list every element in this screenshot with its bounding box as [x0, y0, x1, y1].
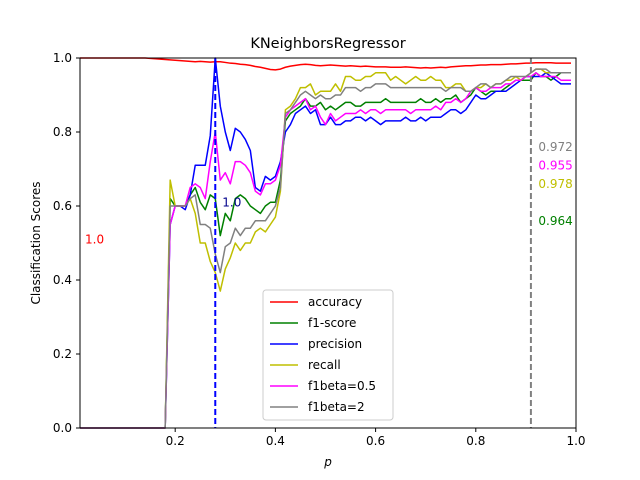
plot-area: 1.0 1.0 0.972 0.955 0.978 0.964 — [79, 57, 577, 429]
legend-label-accuracy: accuracy — [308, 295, 362, 309]
y-axis-ticks: 0.0 0.2 0.4 0.6 0.8 1.0 — [53, 51, 80, 435]
x-axis-ticks: 0.2 0.4 0.6 0.8 1.0 — [166, 428, 586, 448]
annotation-label: 0.972 — [538, 140, 572, 154]
legend-label-f1-score: f1-score — [308, 316, 356, 330]
x-tick-label: 0.8 — [466, 434, 485, 448]
legend-label-precision: precision — [308, 337, 362, 351]
x-tick-label: 0.6 — [366, 434, 385, 448]
y-axis-label: Classification Scores — [29, 181, 43, 304]
y-tick-label: 0.0 — [53, 421, 72, 435]
y-tick-label: 1.0 — [53, 51, 72, 65]
x-tick-label: 1.0 — [566, 434, 585, 448]
annotation-label: 0.978 — [538, 177, 572, 191]
series-line-accuracy — [80, 57, 571, 71]
x-tick-label: 0.2 — [166, 434, 185, 448]
x-axis-label: p — [323, 455, 332, 469]
legend-label-f1beta-0-5: f1beta=0.5 — [308, 379, 376, 393]
x-tick-label: 0.4 — [266, 434, 285, 448]
vline-layer: 1.0 — [214, 58, 532, 428]
chart-title: KNeighborsRegressor — [250, 36, 405, 52]
plot-frame — [79, 57, 577, 429]
threshold-label: 1.0 — [222, 195, 241, 209]
legend: accuracy f1-score precision recall f1beta=0.… — [262, 289, 394, 421]
legend-label-recall: recall — [308, 358, 341, 372]
y-tick-label: 0.6 — [53, 199, 72, 213]
y-tick-label: 0.8 — [53, 125, 72, 139]
annotation-label: 1.0 — [85, 232, 104, 246]
annotation-layer: 1.0 0.972 0.955 0.978 0.964 — [85, 140, 573, 247]
annotation-label: 0.964 — [538, 214, 572, 228]
annotation-label: 0.955 — [538, 158, 572, 172]
legend-label-f1beta-2: f1beta=2 — [308, 400, 365, 414]
y-tick-label: 0.2 — [53, 347, 72, 361]
y-tick-label: 0.4 — [53, 273, 72, 287]
